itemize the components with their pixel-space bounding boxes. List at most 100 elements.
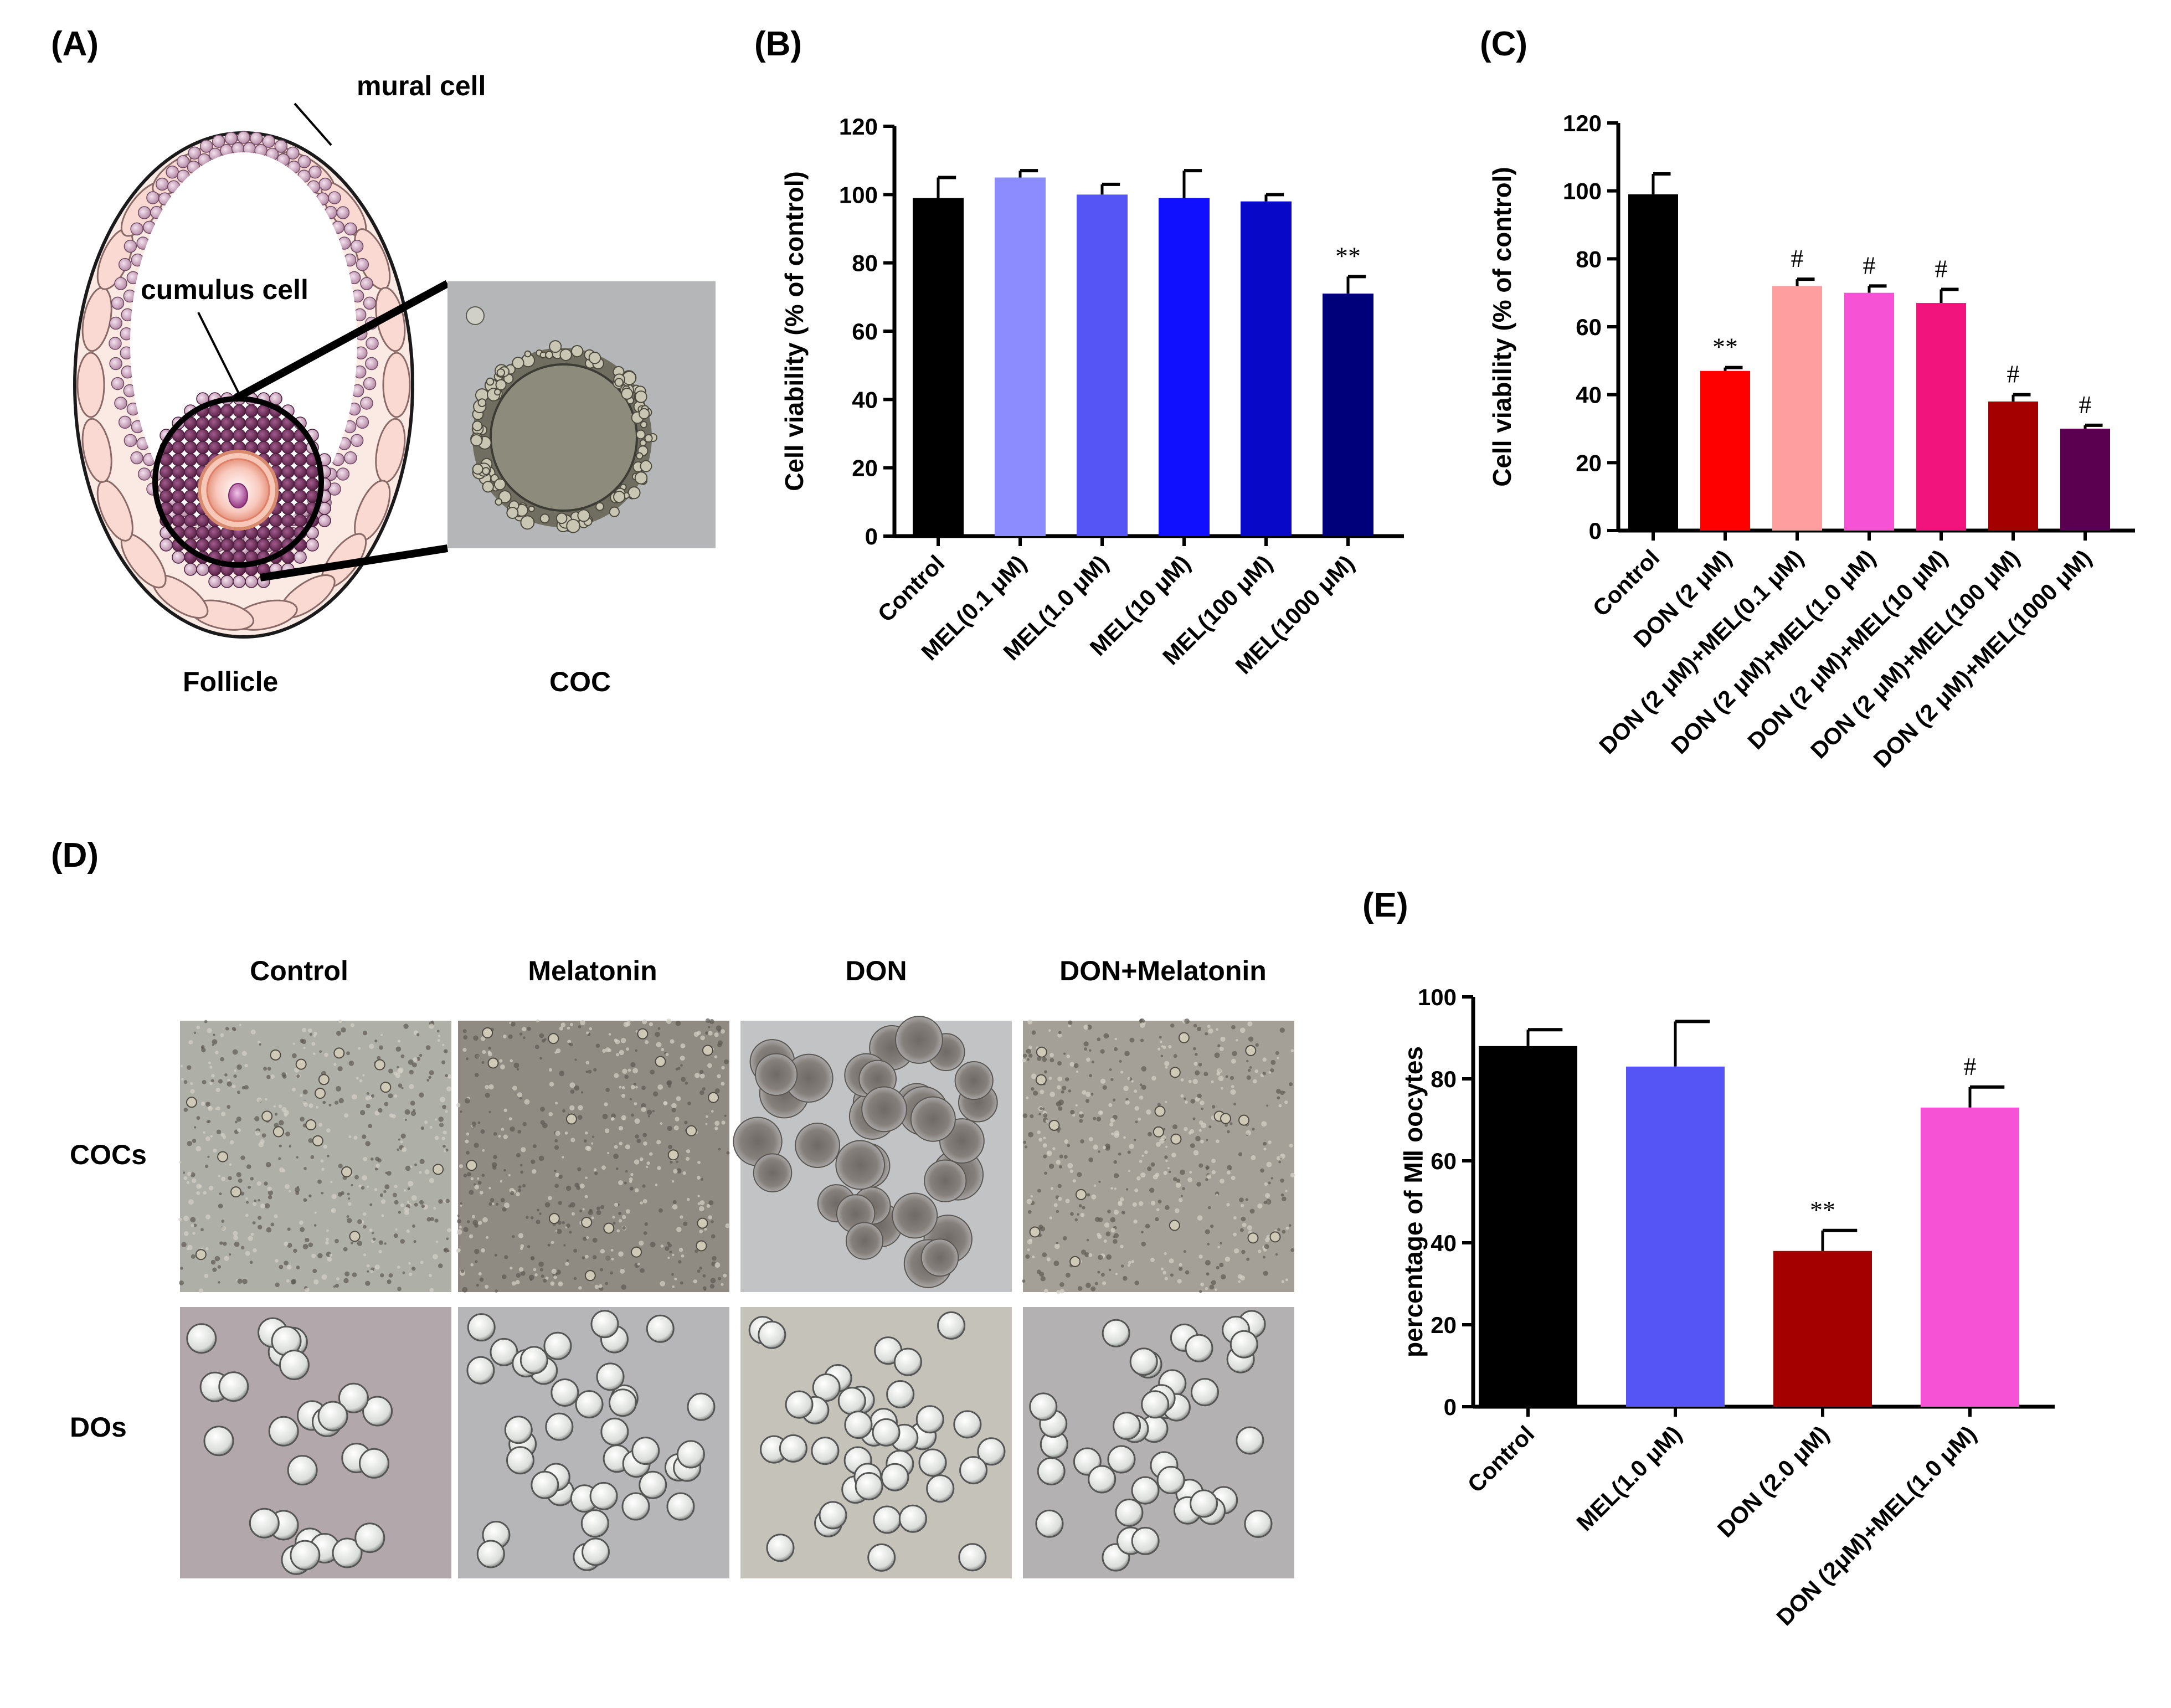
cumulus-speckle (1062, 1085, 1067, 1090)
cumulus-speckle (1188, 1131, 1192, 1135)
cumulus-speckle (366, 1264, 370, 1268)
cumulus-speckle (1285, 1278, 1288, 1282)
cumulus-speckle (181, 1242, 187, 1248)
cumulus-speckle (183, 1176, 188, 1180)
coc-granule (512, 357, 524, 369)
denuded-oocyte (937, 1311, 966, 1340)
cumulus-speckle (397, 1066, 399, 1069)
cumulus-speckle (1289, 1144, 1293, 1148)
cumulus-speckle (1027, 1239, 1033, 1244)
cumulus-speckle (273, 1105, 276, 1108)
cumulus-speckle (1031, 1030, 1036, 1035)
cumulus-speckle (254, 1199, 257, 1203)
cumulus-speckle (267, 1190, 274, 1196)
cumulus-speckle (336, 1085, 342, 1092)
cumulus-speckle (711, 1234, 716, 1239)
cumulus-speckle (495, 1202, 499, 1206)
cumulus-cell (281, 453, 295, 466)
cumulus-speckle (615, 1039, 620, 1045)
cumulus-speckle (1067, 1144, 1071, 1148)
cumulus-speckle (192, 1232, 196, 1235)
cumulus-speckle (680, 1043, 686, 1048)
cumulus-speckle (292, 1042, 295, 1045)
denuded-oocyte (1107, 1445, 1136, 1474)
cumulus-speckle (562, 1221, 565, 1225)
cumulus-speckle (308, 1138, 313, 1143)
cumulus-speckle (589, 1027, 593, 1031)
cumulus-speckle (660, 1280, 666, 1287)
cumulus-speckle (717, 1042, 722, 1047)
cumulus-speckle (520, 1170, 524, 1174)
cumulus-speckle (204, 1273, 209, 1278)
cumulus-speckle (1185, 1100, 1188, 1104)
cumulus-speckle (1198, 1120, 1203, 1125)
embedded-oocyte (1269, 1231, 1281, 1243)
cumulus-speckle (358, 1184, 362, 1188)
cumulus-speckle (1216, 1139, 1220, 1144)
cumulus-speckle (531, 1257, 534, 1260)
cumulus-speckle (1239, 1197, 1244, 1202)
cumulus-speckle (588, 1069, 592, 1074)
cumulus-speckle (367, 1185, 369, 1188)
cumulus-speckle (231, 1084, 236, 1088)
cumulus-speckle (1155, 1217, 1159, 1222)
cumulus-speckle (1159, 1036, 1162, 1039)
cumulus-speckle (245, 1213, 249, 1217)
cumulus-speckle (459, 1164, 464, 1169)
denuded-oocyte (779, 1434, 807, 1463)
cumulus-speckle (225, 1027, 229, 1031)
cumulus-cell (208, 526, 222, 539)
cumulus-speckle (500, 1064, 505, 1069)
mural-cell (76, 352, 105, 418)
cumulus-speckle (193, 1223, 197, 1227)
cumulus-speckle (1249, 1066, 1252, 1069)
cumulus-speckle (208, 1106, 213, 1111)
coc-micrograph (447, 281, 716, 548)
cumulus-speckle (411, 1062, 417, 1068)
coc-granule (477, 398, 487, 407)
cumulus-cell (196, 441, 209, 454)
cumulus-speckle (1114, 1133, 1119, 1138)
cumulus-speckle (379, 1045, 384, 1050)
cumulus-speckle (532, 1169, 537, 1174)
cumulus-speckle (492, 1165, 497, 1170)
cumulus-speckle (1258, 1249, 1262, 1253)
cumulus-speckle (625, 1170, 628, 1173)
cumulus-speckle (1098, 1150, 1100, 1153)
cumulus-speckle (1164, 1277, 1168, 1280)
cumulus-speckle (550, 1281, 555, 1286)
cumulus-speckle (1138, 1117, 1141, 1121)
cumulus-speckle (1052, 1147, 1056, 1150)
cumulus-cell (294, 477, 307, 491)
cumulus-speckle (488, 1084, 494, 1090)
embedded-oocyte (696, 1240, 707, 1252)
coc-granule (640, 421, 648, 429)
cumulus-speckle (495, 1289, 498, 1293)
cumulus-speckle (705, 1031, 709, 1035)
cumulus-speckle (286, 1264, 292, 1270)
cumulus-speckle (1070, 1212, 1074, 1216)
cumulus-cell (233, 575, 246, 588)
cumulus-speckle (204, 1020, 208, 1023)
cumulus-speckle (1141, 1242, 1146, 1247)
denuded-oocyte (893, 1347, 922, 1376)
cumulus-speckle (503, 1169, 506, 1172)
cumulus-speckle (281, 1072, 286, 1077)
cumulus-speckle (366, 1092, 369, 1095)
cumulus-cell (196, 514, 209, 527)
cumulus-speckle (1058, 1165, 1062, 1169)
cumulus-speckle (536, 1220, 541, 1225)
cumulus-speckle (1225, 1075, 1228, 1078)
cumulus-speckle (620, 1268, 625, 1274)
cumulus-speckle (702, 1286, 707, 1290)
cumulus-speckle (1091, 1194, 1097, 1200)
cumulus-speckle (519, 1247, 523, 1251)
denuded-oocyte (575, 1390, 604, 1419)
cumulus-speckle (302, 1243, 308, 1249)
cumulus-speckle (694, 1073, 700, 1078)
coc-granule (621, 388, 634, 400)
cumulus-speckle (1282, 1229, 1286, 1234)
cumulus-speckle (630, 1172, 634, 1176)
cumulus-speckle (302, 1089, 308, 1095)
